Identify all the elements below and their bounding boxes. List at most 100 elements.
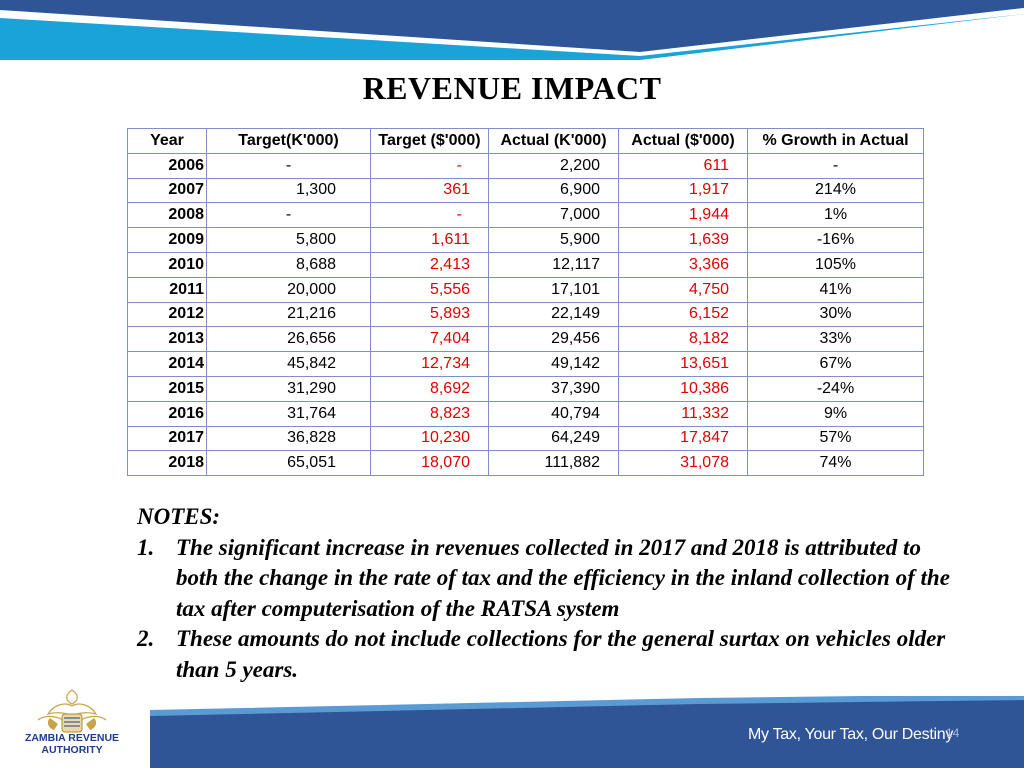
revenue-table: Year Target(K'000) Target ($'000) Actual… xyxy=(127,128,924,477)
cell-year: 2007 xyxy=(127,177,207,204)
cell-actual-dollar: 1,917 xyxy=(618,177,748,204)
cell-actual-kwacha: 22,149 xyxy=(488,301,619,328)
cell-target-dollar: 12,734 xyxy=(370,351,489,377)
cell-growth: 74% xyxy=(747,450,924,477)
cell-actual-dollar: 1,944 xyxy=(618,202,748,229)
cell-growth: -24% xyxy=(747,375,924,402)
cell-target-dollar: 10,230 xyxy=(370,425,489,452)
cell-target-kwacha: 21,216 xyxy=(206,301,371,328)
notes-list: 1. The significant increase in revenues … xyxy=(137,533,957,686)
note-item: 2. These amounts do not include collecti… xyxy=(137,624,957,685)
cell-actual-dollar: 11,332 xyxy=(618,400,748,427)
header-actual-dollar: Actual ($'000) xyxy=(618,128,748,154)
cell-actual-kwacha: 12,117 xyxy=(488,251,619,278)
cell-actual-kwacha: 37,390 xyxy=(488,375,619,402)
table-body: 2006- -2,200 611-2007 1,300 361 6,900 1,917 214… xyxy=(127,152,924,477)
cell-target-kwacha: - xyxy=(206,202,371,229)
cell-actual-kwacha: 2,200 xyxy=(488,152,619,179)
cell-year: 2017 xyxy=(127,425,207,452)
cell-actual-dollar: 4,750 xyxy=(618,276,748,303)
cell-target-dollar: 5,893 xyxy=(370,301,489,328)
cell-actual-dollar: 17,847 xyxy=(618,425,748,452)
cell-target-dollar: 8,692 xyxy=(370,375,489,402)
cell-year: 2012 xyxy=(127,301,207,328)
cell-target-kwacha: 1,300 xyxy=(206,177,371,204)
cell-growth: 1% xyxy=(747,202,924,229)
logo-text-line1: ZAMBIA REVENUE xyxy=(24,732,120,744)
page-title: REVENUE IMPACT xyxy=(362,70,662,106)
cell-target-dollar: 8,823 xyxy=(370,400,489,427)
cell-target-dollar: 18,070 xyxy=(370,450,489,477)
header-target-kwacha: Target(K'000) xyxy=(206,128,371,154)
header-target-dollar: Target ($'000) xyxy=(370,128,489,154)
logo-text: ZAMBIA REVENUE AUTHORITY xyxy=(14,732,130,756)
cell-target-kwacha: - xyxy=(206,152,371,179)
cell-year: 2016 xyxy=(127,400,207,427)
header-actual-kwacha: Actual (K'000) xyxy=(488,128,619,154)
top-banner xyxy=(0,0,1024,64)
cell-year: 2011 xyxy=(127,276,207,303)
cell-year: 2008 xyxy=(127,202,207,229)
cell-year: 2010 xyxy=(127,251,207,278)
table-row: 2012 21,216 5,893 22,149 6,152 30% xyxy=(127,301,924,328)
cell-year: 2009 xyxy=(127,227,207,253)
cell-actual-dollar: 611 xyxy=(618,152,748,179)
cell-actual-dollar: 8,182 xyxy=(618,326,748,353)
cell-actual-kwacha: 64,249 xyxy=(488,425,619,452)
cell-actual-kwacha: 6,900 xyxy=(488,177,619,204)
cell-target-dollar: 7,404 xyxy=(370,326,489,353)
cell-target-dollar: 5,556 xyxy=(370,276,489,303)
header-year: Year xyxy=(127,128,207,154)
table-header-row: Year Target(K'000) Target ($'000) Actual… xyxy=(127,128,924,154)
cell-year: 2013 xyxy=(127,326,207,353)
table-row: 2010 8,688 2,413 12,117 3,366 105% xyxy=(127,251,924,278)
cell-actual-dollar: 3,366 xyxy=(618,251,748,278)
table-row: 2015 31,290 8,692 37,390 10,386 -24% xyxy=(127,375,924,402)
note-text: The significant increase in revenues col… xyxy=(176,534,950,621)
table-row: 2009 5,800 1,611 5,900 1,639 -16% xyxy=(127,227,924,253)
cell-growth: 214% xyxy=(747,177,924,204)
table-row: 2017 36,828 10,230 64,249 17,847 57% xyxy=(127,425,924,452)
cell-target-kwacha: 31,764 xyxy=(206,400,371,427)
table-row: 2007 1,300 361 6,900 1,917 214% xyxy=(127,177,924,204)
cell-actual-kwacha: 17,101 xyxy=(488,276,619,303)
header-growth: % Growth in Actual xyxy=(747,128,924,154)
cell-actual-dollar: 10,386 xyxy=(618,375,748,402)
cell-growth: 33% xyxy=(747,326,924,353)
cell-actual-kwacha: 7,000 xyxy=(488,202,619,229)
cell-actual-kwacha: 40,794 xyxy=(488,400,619,427)
table-row: 2008- -7,000 1,944 1% xyxy=(127,202,924,229)
cell-growth: - xyxy=(747,152,924,179)
bottom-banner xyxy=(0,696,1024,768)
table-row: 2016 31,764 8,823 40,794 11,332 9% xyxy=(127,400,924,427)
cell-growth: 9% xyxy=(747,400,924,427)
cell-target-kwacha: 45,842 xyxy=(206,351,371,377)
cell-target-dollar: - xyxy=(370,152,489,179)
cell-growth: -16% xyxy=(747,227,924,253)
cell-target-kwacha: 31,290 xyxy=(206,375,371,402)
cell-target-kwacha: 20,000 xyxy=(206,276,371,303)
cell-actual-dollar: 31,078 xyxy=(618,450,748,477)
cell-actual-kwacha: 29,456 xyxy=(488,326,619,353)
cell-actual-dollar: 6,152 xyxy=(618,301,748,328)
cell-target-kwacha: 5,800 xyxy=(206,227,371,253)
note-text: These amounts do not include collections… xyxy=(176,626,946,682)
cell-target-dollar: 1,611 xyxy=(370,227,489,253)
note-number: 2. xyxy=(137,626,155,651)
cell-target-kwacha: 65,051 xyxy=(206,450,371,477)
table-row: 2011 20,000 5,556 17,101 4,750 41% xyxy=(127,276,924,303)
cell-target-kwacha: 36,828 xyxy=(206,425,371,452)
cell-actual-dollar: 1,639 xyxy=(618,227,748,253)
table-row: 2014 45,842 12,734 49,142 13,651 67% xyxy=(127,351,924,377)
cell-year: 2014 xyxy=(127,351,207,377)
zra-logo xyxy=(37,689,107,733)
cell-growth: 67% xyxy=(747,351,924,377)
cell-target-dollar: 2,413 xyxy=(370,251,489,278)
cell-year: 2006 xyxy=(127,152,207,179)
notes-section: NOTES: 1. The significant increase in re… xyxy=(137,502,957,685)
note-number: 1. xyxy=(137,534,155,560)
cell-growth: 105% xyxy=(747,251,924,278)
note-item: 1. The significant increase in revenues … xyxy=(137,533,957,625)
cell-actual-kwacha: 111,882 xyxy=(488,450,619,477)
cell-target-dollar: 361 xyxy=(370,177,489,204)
